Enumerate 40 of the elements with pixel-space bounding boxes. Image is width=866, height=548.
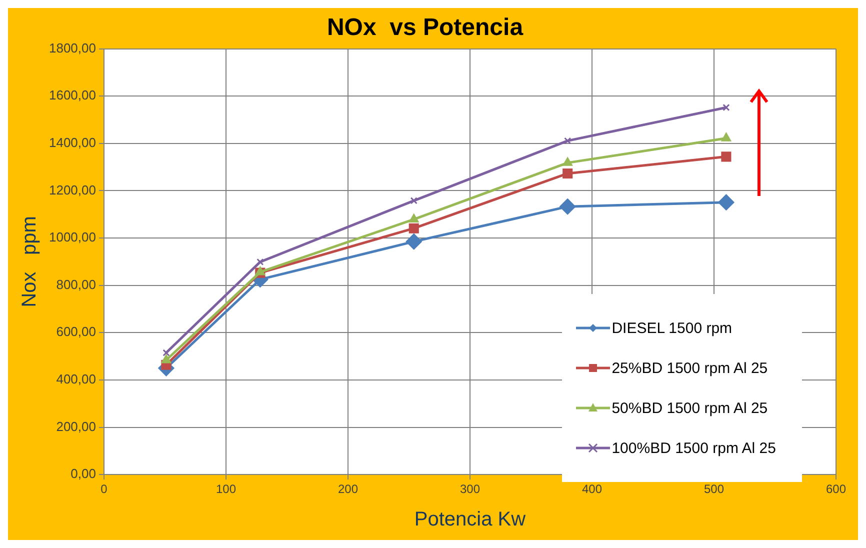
y-tick-label: 400,00 xyxy=(56,372,96,387)
point xyxy=(161,354,172,364)
point xyxy=(721,132,732,142)
y-tick-label: 1400,00 xyxy=(48,135,96,150)
x-tick-label: 0 xyxy=(100,482,108,496)
point xyxy=(410,197,418,204)
point xyxy=(162,349,170,356)
x-tick-label: 300 xyxy=(460,482,480,496)
x-axis-title: Potencia Kw xyxy=(414,508,526,531)
legend-label: 50%BD 1500 rpm Al 25 xyxy=(612,400,768,416)
y-tick-label: 1800,00 xyxy=(48,40,96,56)
y-tick-label: 1200,00 xyxy=(48,182,96,198)
x-tick-label: 500 xyxy=(704,482,724,496)
chart-title: NOx vs Potencia xyxy=(326,14,524,42)
point xyxy=(559,198,576,215)
y-tick-label: 0,00 xyxy=(70,466,96,482)
x-tick-label: 200 xyxy=(338,482,358,496)
y-tick-label: 1600,00 xyxy=(48,88,96,103)
point xyxy=(564,137,572,144)
y-tick-label: 1000,00 xyxy=(48,230,96,245)
point xyxy=(562,168,573,178)
point xyxy=(718,194,734,210)
point xyxy=(721,152,732,162)
y-tick-label: 600,00 xyxy=(56,324,96,340)
y-tick-label: 800,00 xyxy=(56,276,96,292)
y-axis-title: Nox ppm xyxy=(18,216,41,308)
point xyxy=(408,214,419,222)
legend-label: 25%BD 1500 rpm Al 25 xyxy=(612,360,768,376)
legend-label: 100%BD 1500 rpm Al 25 xyxy=(612,440,776,456)
x-tick-label: 100 xyxy=(216,482,236,496)
point xyxy=(722,104,730,112)
point xyxy=(256,258,264,266)
x-tick-label: 600 xyxy=(826,482,846,496)
y-tick-label: 200,00 xyxy=(56,418,96,434)
legend-label: DIESEL 1500 rpm xyxy=(612,320,732,336)
x-tick-label: 400 xyxy=(582,482,602,496)
point xyxy=(562,157,573,166)
point xyxy=(255,266,266,276)
point xyxy=(408,223,419,234)
point xyxy=(406,233,422,250)
